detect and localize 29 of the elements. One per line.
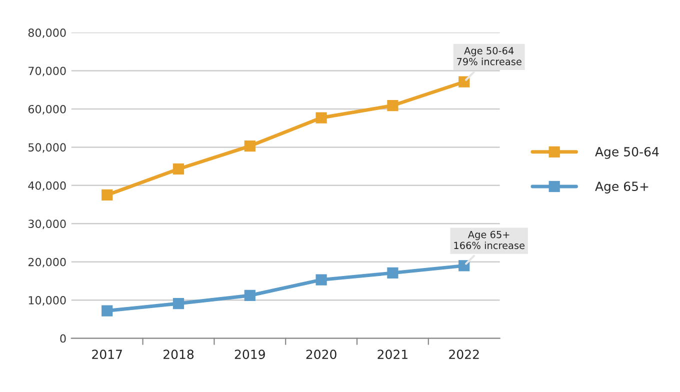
point bbox=[102, 305, 113, 316]
x-tick-label: 2021 bbox=[378, 350, 408, 360]
annotation: Age 65+ 166% increase bbox=[454, 230, 524, 250]
legend-label: Age 65+ bbox=[595, 182, 648, 194]
point bbox=[316, 274, 327, 286]
y-tick-label: 60,000 bbox=[28, 104, 66, 114]
y-tick-label: 30,000 bbox=[28, 220, 66, 230]
point bbox=[387, 100, 398, 112]
legend-label: Age 50-64 bbox=[595, 147, 659, 159]
x-tick-label: 2020 bbox=[306, 350, 336, 360]
x-tick-label: 2017 bbox=[92, 350, 122, 360]
point bbox=[172, 163, 184, 175]
y-tick-label: 20,000 bbox=[28, 258, 66, 268]
point bbox=[316, 112, 327, 124]
x-tick-label: 2022 bbox=[449, 350, 479, 360]
point bbox=[102, 189, 113, 201]
point bbox=[172, 298, 184, 310]
y-tick-label: 50,000 bbox=[28, 143, 66, 153]
x-tick-label: 2019 bbox=[234, 350, 265, 360]
x-tick-label: 2018 bbox=[164, 350, 194, 360]
y-tick-label: 0 bbox=[60, 334, 66, 343]
annotation: Age 50-64 79% increase bbox=[457, 47, 522, 66]
y-tick-label: 10,000 bbox=[28, 296, 66, 306]
y-tick-label: 40,000 bbox=[28, 181, 66, 191]
point bbox=[244, 140, 256, 152]
y-tick-label: 80,000 bbox=[28, 28, 66, 38]
point bbox=[387, 267, 398, 278]
y-tick-label: 70,000 bbox=[28, 66, 66, 76]
point bbox=[244, 290, 256, 302]
